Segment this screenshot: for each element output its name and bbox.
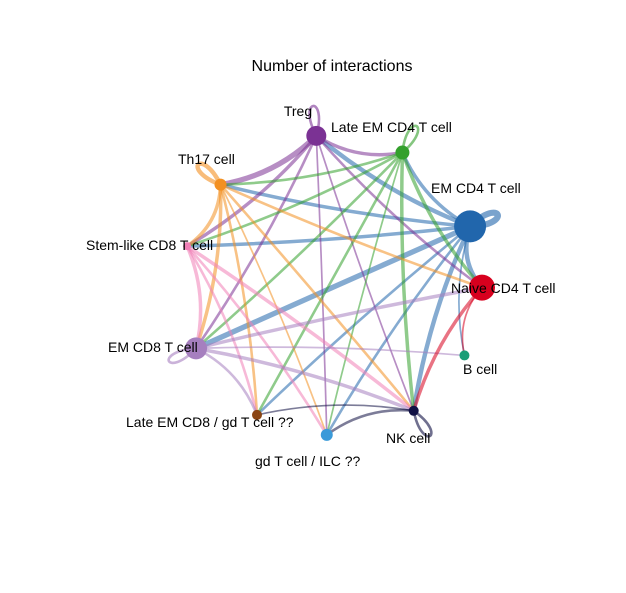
edge-late_em_cd4-naive_cd4	[400, 150, 484, 290]
label-gd_ilc: gd T cell / ILC ??	[255, 453, 361, 469]
edge-late_em_cd4-stem_cd8	[185, 151, 404, 248]
edge-late_em_cd4-nk	[400, 150, 416, 413]
edge-late_em_cd4-gd_ilc	[325, 151, 404, 436]
label-em_cd8: EM CD8 T cell	[108, 339, 198, 355]
node-late_em_cd4	[395, 145, 410, 160]
self-loop-th17	[195, 161, 223, 187]
edge-th17-late_em_cd8	[219, 183, 259, 417]
edge-em_cd4-late_em_cd8	[255, 225, 472, 417]
edge-treg-em_cd8	[194, 134, 318, 350]
edge-em_cd4-treg	[314, 133, 473, 229]
edge-th17-nk	[219, 183, 415, 413]
edge-late_em_cd4-late_em_cd8	[255, 151, 404, 417]
node-em_cd8	[185, 337, 208, 360]
node-late_em_cd8	[252, 409, 262, 420]
edge-treg-stem_cd8	[185, 134, 319, 248]
edge-em_cd8-nk	[194, 346, 416, 413]
chart-title: Number of interactions	[252, 58, 413, 75]
labels-layer: Treg Late EM CD4 T cell EM CD4 T cell Naive…	[86, 103, 556, 469]
label-em_cd4: EM CD4 T cell	[431, 180, 521, 196]
node-naive_cd4	[468, 274, 495, 301]
edge-stem_cd8-em_cd8	[185, 244, 203, 351]
label-late_em_cd4: Late EM CD4 T cell	[331, 119, 452, 135]
edge-late_em_cd4-th17	[219, 151, 404, 186]
node-th17	[214, 178, 227, 191]
edge-nk-gd_ilc	[325, 408, 415, 437]
edge-treg-gd_ilc	[315, 134, 328, 436]
edge-th17-em_cd8	[194, 182, 223, 351]
label-th17: Th17 cell	[178, 151, 235, 167]
self-loop-em_cd8	[167, 347, 198, 365]
edge-em_cd8-naive_cd4	[194, 285, 484, 351]
self-loop-late_em_cd4	[401, 124, 420, 154]
label-stem_cd8: Stem-like CD8 T cell	[86, 237, 213, 253]
label-b_cell: B cell	[463, 361, 497, 377]
edge-em_cd8-b_cell	[195, 346, 466, 357]
edge-treg-naive_cd4	[315, 134, 484, 289]
node-nk	[408, 405, 419, 416]
self-loop-treg	[308, 104, 321, 137]
edge-stem_cd8-late_em_cd8	[185, 244, 259, 417]
edge-nk-late_em_cd8	[256, 404, 415, 416]
edge-th17-naive_cd4	[219, 183, 484, 289]
edge-late_em_cd4-em_cd8	[194, 151, 404, 350]
node-em_cd4	[454, 210, 487, 243]
node-stem_cd8	[183, 242, 192, 251]
node-b_cell	[459, 350, 470, 361]
edge-em_cd4-gd_ilc	[325, 225, 472, 437]
edge-stem_cd8-gd_ilc	[185, 244, 329, 437]
node-gd_ilc	[320, 428, 333, 441]
edge-em_cd4-stem_cd8	[185, 224, 472, 248]
label-naive_cd4: Naive CD4 T cell	[451, 280, 556, 296]
nodes-layer	[183, 125, 495, 441]
edge-stem_cd8-nk	[185, 244, 416, 413]
self-loop-nk	[412, 409, 433, 438]
label-nk: NK cell	[386, 430, 430, 446]
node-treg	[306, 125, 327, 146]
edge-em_cd4-nk	[411, 224, 473, 414]
edge-naive_cd4-nk	[411, 285, 484, 413]
label-late_em_cd8: Late EM CD8 / gd T cell ??	[126, 414, 294, 430]
label-treg: Treg	[284, 103, 312, 119]
